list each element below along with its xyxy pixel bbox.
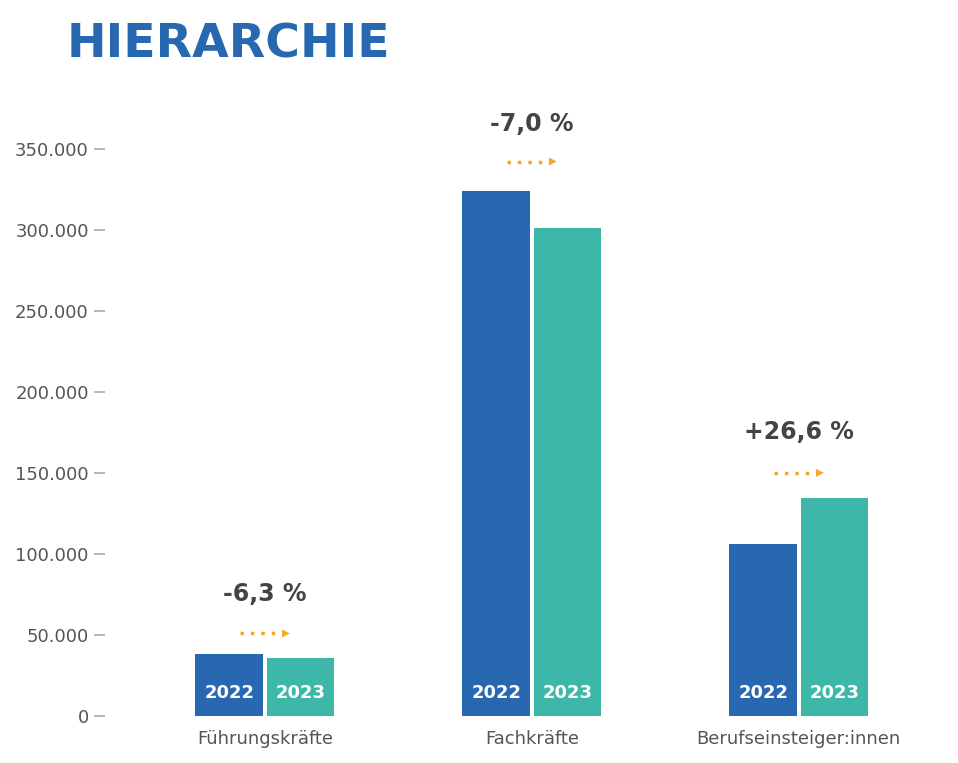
Text: 2022: 2022: [471, 684, 521, 701]
Text: 2023: 2023: [276, 684, 326, 701]
Text: +26,6 %: +26,6 %: [744, 420, 854, 443]
Bar: [463, 191, 530, 716]
Text: 2022: 2022: [204, 684, 254, 701]
Text: -7,0 %: -7,0 %: [490, 111, 574, 136]
Bar: [266, 658, 334, 716]
Text: HIERARCHIE: HIERARCHIE: [67, 23, 391, 68]
Text: 2022: 2022: [739, 684, 788, 701]
Bar: [534, 228, 602, 716]
Text: -6,3 %: -6,3 %: [223, 582, 307, 606]
Bar: [195, 655, 263, 716]
Bar: [729, 544, 797, 716]
Text: 2023: 2023: [542, 684, 592, 701]
Bar: [801, 498, 868, 716]
Text: 2023: 2023: [810, 684, 859, 701]
